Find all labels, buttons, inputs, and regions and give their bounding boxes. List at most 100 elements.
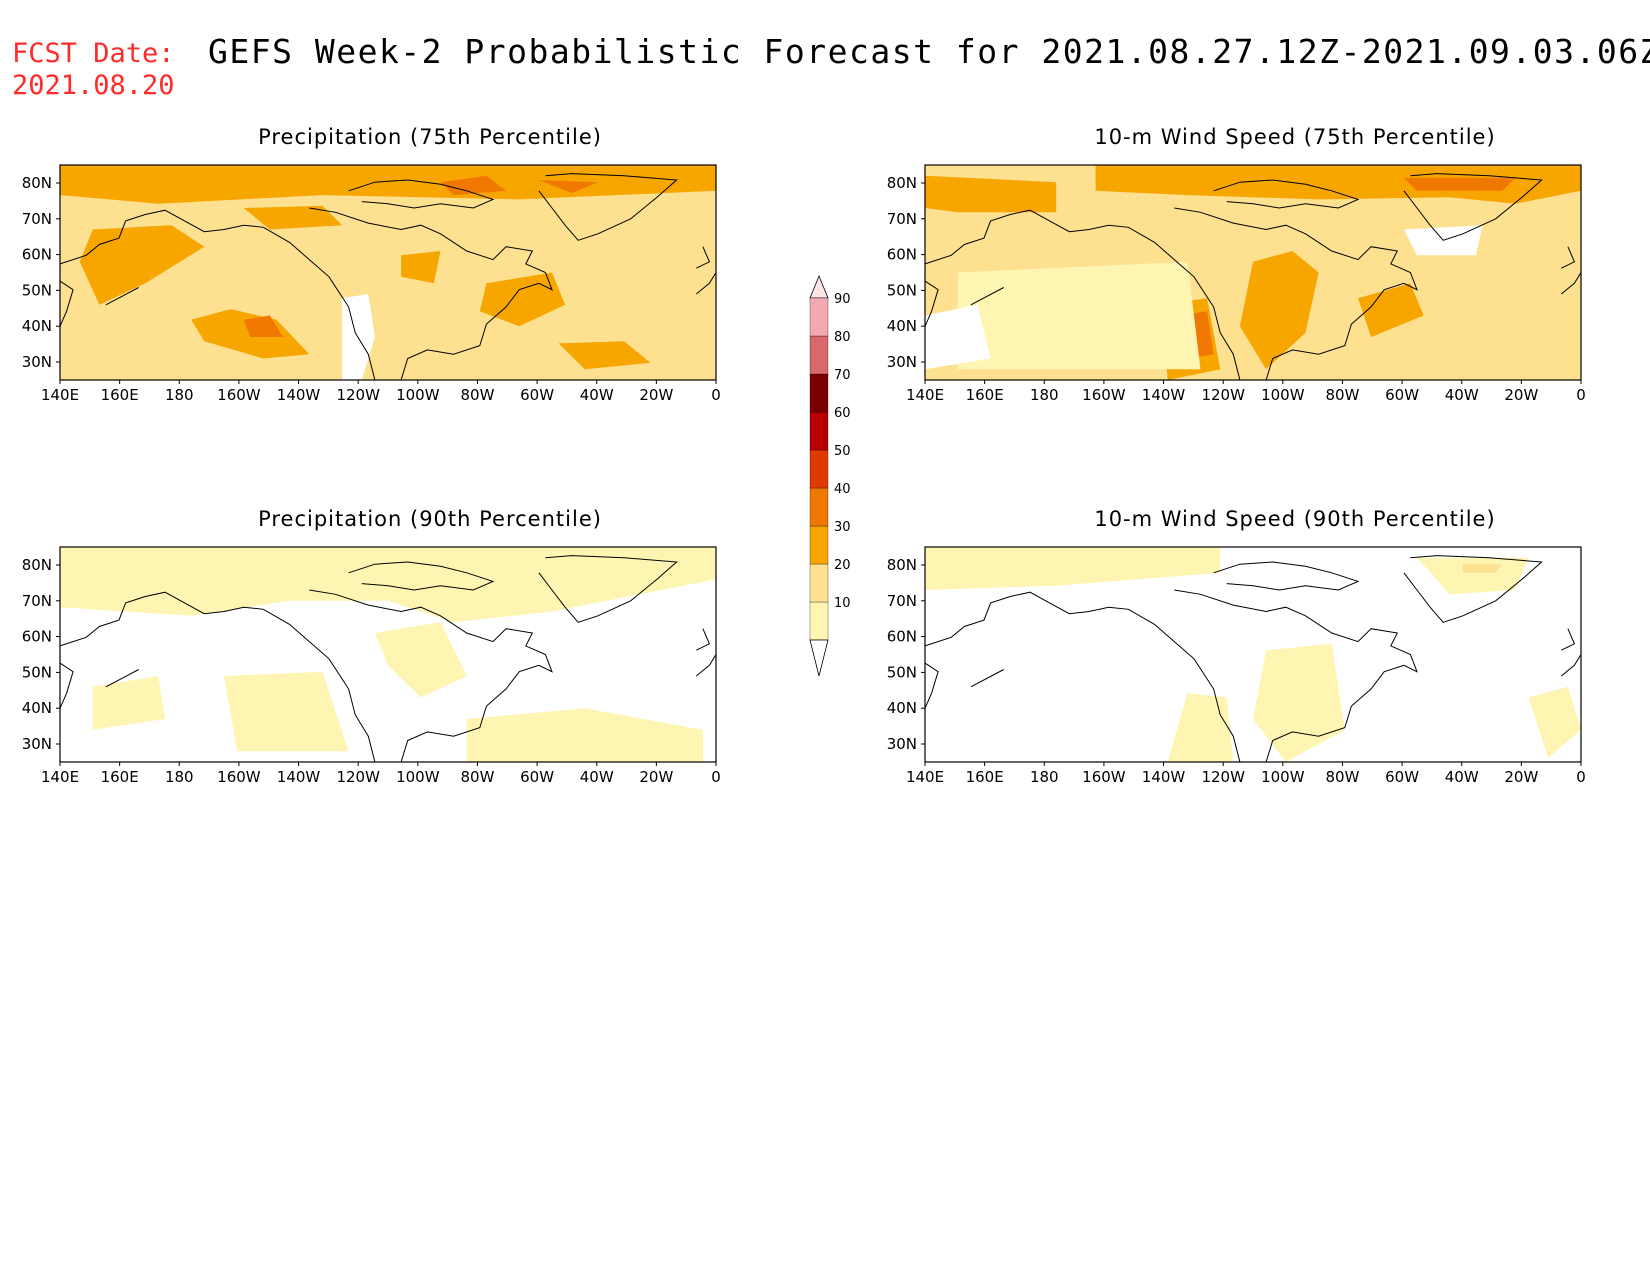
shaded-region [925, 175, 1057, 213]
lon-tick-label: 180 [165, 768, 194, 786]
lat-tick-label: 80N [887, 174, 917, 192]
map-shading [925, 547, 1581, 762]
shaded-region [538, 180, 598, 193]
panel-title: 10-m Wind Speed (75th Percentile) [1094, 125, 1496, 149]
forecast-date-block: FCST Date: 2021.08.20 [12, 38, 175, 102]
lat-tick-label: 30N [887, 735, 917, 753]
coastline-path [105, 669, 139, 688]
lon-tick-label: 60W [520, 768, 554, 786]
lat-tick-label: 40N [22, 317, 52, 335]
coastline-path [695, 272, 717, 295]
lon-tick-label: 60W [1385, 386, 1419, 404]
lon-tick-label: 0 [711, 768, 721, 786]
lon-tick-label: 140E [906, 386, 944, 404]
lon-tick-label: 140E [906, 768, 944, 786]
lon-tick-label: 80W [460, 768, 494, 786]
colorbar-swatch [809, 601, 829, 641]
lon-tick-label: 160W [217, 768, 261, 786]
lat-tick-label: 30N [22, 735, 52, 753]
coastline-path [924, 280, 939, 327]
colorbar-swatch [809, 487, 829, 527]
colorbar-swatch [809, 411, 829, 451]
coastline-path [105, 287, 139, 306]
shaded-region [1528, 686, 1581, 758]
coastlines [924, 555, 1582, 763]
lat-tick-label: 60N [887, 246, 917, 264]
lat-tick-label: 40N [887, 699, 917, 717]
lon-tick-label: 160W [1082, 768, 1126, 786]
lon-tick-label: 80W [1325, 768, 1359, 786]
coastline-path [1213, 561, 1360, 591]
map-frame: 140E 160E 180 160W 140W 120W 100W 80W 60W 40W 20W 0… [887, 164, 1586, 404]
lon-tick-label: 60W [1385, 768, 1419, 786]
coastlines [59, 173, 717, 381]
coastlines [924, 173, 1582, 381]
lon-tick-label: 120W [336, 768, 380, 786]
lon-tick-label: 20W [639, 386, 673, 404]
shaded-region [60, 165, 716, 204]
coastline-path [1560, 272, 1582, 295]
shaded-region [243, 205, 343, 230]
shaded-region [1253, 643, 1345, 762]
colorbar-swatch [809, 449, 829, 489]
page-title: GEFS Week-2 Probabilistic Forecast for 2… [208, 32, 1650, 71]
colorbar-level-label: 70 [834, 368, 851, 383]
coastline-path [1560, 654, 1582, 677]
coastline-path [924, 591, 1241, 763]
lon-tick-label: 160E [966, 768, 1004, 786]
shaded-region [60, 547, 716, 623]
lat-tick-label: 60N [887, 628, 917, 646]
map-panel-wind-75: 10-m Wind Speed (75th Percentile) 140E 16… [887, 125, 1650, 415]
colorbar-max-arrow [809, 274, 829, 299]
map-panel-precip-75: Precipitation (75th Percentile) 140E 160E… [22, 125, 820, 415]
lon-tick-label: 80W [1325, 386, 1359, 404]
shaded-region [558, 341, 651, 370]
coastline-path [1403, 555, 1543, 623]
lat-tick-label: 50N [22, 281, 52, 299]
lon-tick-label: 100W [396, 768, 440, 786]
lon-tick-label: 100W [1261, 386, 1305, 404]
lat-tick-label: 50N [887, 281, 917, 299]
lat-tick-label: 40N [887, 317, 917, 335]
coastline-path [1174, 589, 1418, 763]
shaded-region [1167, 693, 1234, 762]
coastline-path [309, 207, 553, 381]
lon-tick-label: 20W [639, 768, 673, 786]
lon-tick-label: 0 [1576, 386, 1586, 404]
lon-tick-label: 160E [101, 768, 139, 786]
lon-tick-label: 140W [1142, 768, 1186, 786]
map-shading [925, 165, 1581, 380]
coastline-path [1174, 207, 1418, 381]
map-frame: 140E 160E 180 160W 140W 120W 100W 80W 60W 40W 20W 0… [22, 164, 721, 404]
map-border [59, 546, 717, 763]
lat-tick-label: 30N [887, 353, 917, 371]
coastline-path [59, 662, 74, 709]
shaded-region [440, 175, 507, 196]
lat-tick-label: 80N [22, 174, 52, 192]
map-shading [60, 165, 716, 380]
shaded-region [925, 547, 1221, 590]
shaded-region [1239, 251, 1319, 370]
lon-tick-label: 140E [41, 386, 79, 404]
colorbar-level-label: 20 [834, 558, 851, 573]
shaded-region [1358, 283, 1424, 337]
map-frame: 140E 160E 180 160W 140W 120W 100W 80W 60W 40W 20W 0… [22, 546, 721, 786]
shaded-region [374, 622, 467, 698]
coastline-path [309, 589, 553, 763]
lon-tick-label: 140E [41, 768, 79, 786]
lon-tick-label: 160E [101, 386, 139, 404]
lat-tick-label: 70N [22, 592, 52, 610]
map-panel-wind-90: 10-m Wind Speed (90th Percentile) 140E 16… [887, 507, 1650, 797]
lon-tick-label: 40W [1445, 768, 1479, 786]
lon-tick-label: 60W [520, 386, 554, 404]
color-scale-legend: 10 20 30 40 50 60 70 80 90 [809, 274, 851, 677]
coastline-path [970, 287, 1004, 306]
lat-tick-label: 30N [22, 353, 52, 371]
lon-tick-label: 160W [217, 386, 261, 404]
colorbar-level-label: 30 [834, 520, 851, 535]
coastline-path [696, 628, 711, 651]
lon-tick-label: 120W [336, 386, 380, 404]
shaded-region [1403, 177, 1516, 191]
lon-tick-label: 160E [966, 386, 1004, 404]
lon-tick-label: 180 [165, 386, 194, 404]
